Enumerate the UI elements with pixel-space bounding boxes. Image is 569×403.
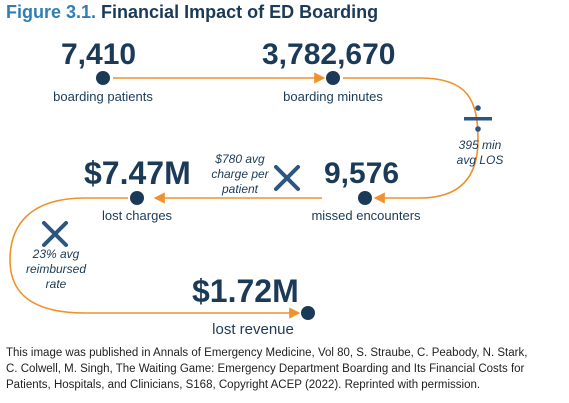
- lost-charges-value: $7.47M: [84, 155, 191, 191]
- multiply-charge-note: $780 avg charge per patient: [206, 152, 274, 197]
- multiply-icon: [274, 165, 300, 191]
- boarding-patients-caption: boarding patients: [53, 89, 153, 104]
- note-line: $780 avg: [215, 152, 265, 166]
- note-line: charge per: [211, 167, 269, 181]
- boarding-patients-value: 7,410: [61, 38, 137, 71]
- boarding-minutes-value: 3,782,670: [262, 38, 396, 71]
- note-line: avg LOS: [456, 153, 504, 167]
- node-dot-encounters: [358, 191, 372, 205]
- note-line: 23% avg: [32, 247, 80, 261]
- node-dot-minutes: [326, 71, 340, 85]
- credit-line: C. Colwell, M. Singh, The Waiting Game: …: [6, 363, 525, 375]
- arrow-charges-to-revenue: [9, 197, 301, 319]
- missed-encounters-caption: missed encounters: [311, 208, 421, 223]
- multiply-icon: [42, 221, 68, 247]
- credit-line: This image was published in Annals of Em…: [6, 347, 528, 359]
- note-line: rate: [45, 277, 67, 291]
- node-dot-revenue: [301, 306, 315, 320]
- lost-revenue-value: $1.72M: [192, 273, 299, 309]
- note-line: patient: [221, 182, 259, 196]
- arrow-minutes-to-encounters: [343, 77, 479, 204]
- node-dot-patients: [96, 71, 110, 85]
- figure-title-text: Financial Impact of ED Boarding: [101, 2, 379, 22]
- multiply-rate-note: 23% avg reimbursed rate: [18, 247, 94, 292]
- lost-revenue-caption: lost revenue: [212, 321, 294, 338]
- boarding-minutes-caption: boarding minutes: [283, 89, 383, 104]
- missed-encounters-value: 9,576: [324, 157, 400, 190]
- divide-icon: [464, 105, 492, 132]
- divide-note: 395 min avg LOS: [450, 138, 510, 168]
- figure-label: Figure 3.1.: [6, 2, 97, 22]
- figure-title: Figure 3.1. Financial Impact of ED Board…: [6, 2, 378, 23]
- note-line: reimbursed: [25, 262, 87, 276]
- credit-text: This image was published in Annals of Em…: [6, 345, 562, 393]
- credit-line: Patients, Hospitals, and Clinicians, S16…: [6, 379, 481, 391]
- note-line: 395 min: [458, 138, 502, 152]
- lost-charges-caption: lost charges: [101, 208, 173, 223]
- node-dot-charges: [130, 191, 144, 205]
